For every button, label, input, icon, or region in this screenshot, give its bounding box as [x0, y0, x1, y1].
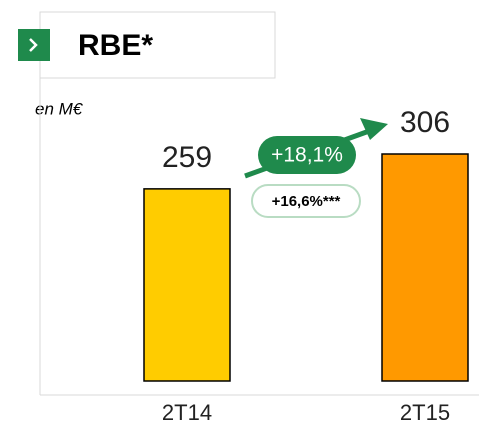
- arrow-head: [360, 118, 388, 140]
- value-label: 306: [400, 106, 450, 139]
- growth-oval: [251, 184, 361, 218]
- title-icon: [18, 29, 50, 61]
- bar: [381, 153, 469, 382]
- chevron: [29, 38, 38, 52]
- growth-badge: [258, 136, 356, 174]
- growth-label-2: +16,6%***: [272, 193, 341, 210]
- chart-subtitle: en M€: [35, 99, 84, 118]
- bar: [143, 188, 231, 382]
- x-tick-label: 2T14: [162, 400, 212, 425]
- value-label: 259: [162, 141, 212, 174]
- x-tick-label: 2T15: [400, 400, 450, 425]
- growth-label: +18,1%: [271, 144, 343, 167]
- chart-title: RBE*: [78, 29, 153, 62]
- title-box: [39, 11, 276, 79]
